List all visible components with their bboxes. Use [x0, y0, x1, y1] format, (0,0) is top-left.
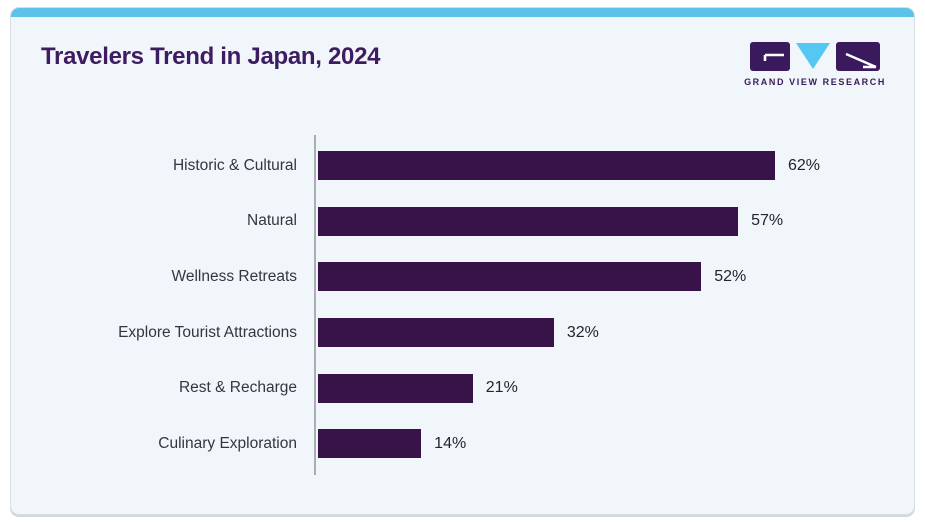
category-label: Rest & Recharge [178, 379, 297, 397]
value-label: 32% [566, 323, 599, 341]
category-label: Natural [247, 212, 297, 230]
value-label: 62% [787, 156, 820, 174]
bar [318, 262, 702, 292]
bar [318, 373, 473, 403]
category-label: Historic & Cultural [172, 156, 297, 174]
value-label: 52% [714, 267, 747, 285]
chart-rows: Historic & Cultural 62% Natural 57% Wellness… [11, 138, 914, 472]
top-accent-strip [11, 8, 914, 17]
bar-chart: Historic & Cultural 62% Natural 57% Wellness… [11, 135, 914, 475]
value-label: 57% [751, 212, 784, 230]
bar [318, 206, 739, 236]
value-label: 21% [485, 379, 518, 397]
chart-row: Natural 57% [11, 194, 914, 250]
chart-row: Culinary Exploration 14% [11, 416, 914, 472]
chart-row: Rest & Recharge 21% [11, 360, 914, 416]
bar [318, 151, 775, 181]
bar [318, 429, 422, 459]
gvr-logo-icon [750, 42, 881, 71]
category-label: Explore Tourist Attractions [118, 323, 297, 341]
y-axis-line [314, 135, 316, 475]
logo-text: GRAND VIEW RESEARCH [744, 77, 886, 87]
chart-row: Wellness Retreats 52% [11, 249, 914, 305]
chart-row: Explore Tourist Attractions 32% [11, 305, 914, 361]
grand-view-research-logo: GRAND VIEW RESEARCH [744, 41, 886, 87]
page-title: Travelers Trend in Japan, 2024 [41, 43, 381, 70]
category-label: Culinary Exploration [158, 434, 297, 452]
value-label: 14% [434, 434, 467, 452]
bar [318, 318, 554, 348]
chart-card: Travelers Trend in Japan, 2024 GRAND VIE… [10, 7, 915, 515]
category-label: Wellness Retreats [171, 267, 297, 285]
chart-row: Historic & Cultural 62% [11, 138, 914, 194]
card-header: Travelers Trend in Japan, 2024 GRAND VIE… [11, 17, 914, 112]
